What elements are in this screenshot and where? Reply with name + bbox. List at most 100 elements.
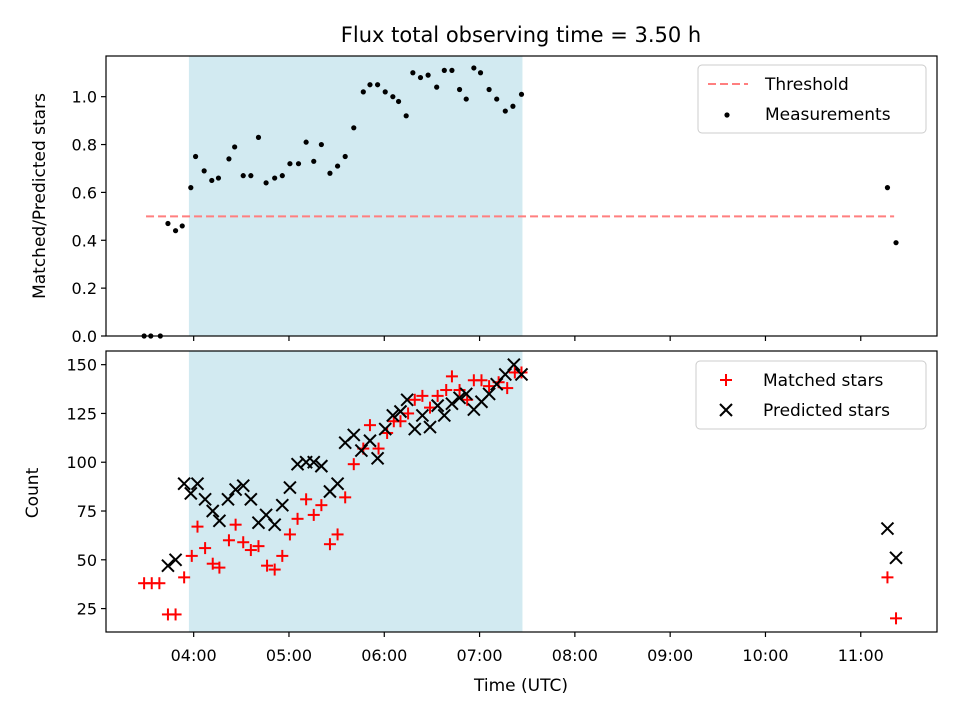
predicted-marker-d2 (408, 422, 422, 436)
predicted-marker-d2 (437, 408, 452, 423)
predicted-marker-d2 (177, 476, 191, 491)
matched-star-marker (244, 544, 257, 557)
measurement-point (449, 67, 455, 73)
measurement-point (318, 141, 324, 148)
top-y-tick-label: 0.6 (72, 183, 97, 202)
measurement-point (510, 103, 516, 109)
measurement-point (311, 158, 317, 164)
predicted-star-marker (168, 553, 183, 567)
matched-legend-marker (720, 374, 732, 386)
top-legend: Threshold Measurements (697, 64, 927, 134)
measurement-point (351, 125, 357, 131)
top-y-tick-label: 0.4 (72, 231, 97, 250)
predicted-star-marker (363, 434, 377, 448)
bottom-x-tick-label: 06:00 (361, 646, 407, 665)
predicted-marker-d2 (290, 457, 305, 471)
measurement-point (272, 175, 278, 181)
predicted-marker-d2 (393, 404, 408, 419)
matched-star-marker (372, 442, 385, 455)
measurement-point (410, 70, 416, 76)
measurement-point (441, 67, 447, 73)
top-y-tick-label: 1.0 (72, 88, 97, 107)
predicted-star-marker (206, 504, 220, 518)
observing-interval-shade (188, 56, 523, 336)
predicted-star-marker (378, 422, 392, 436)
matched-star-marker (890, 612, 903, 625)
bottom-y-ticks: 25 50 75 100 125 150 (66, 356, 106, 619)
predicted-star-marker (880, 521, 895, 536)
predicted-marker-d2 (514, 367, 529, 382)
measurement-point (494, 96, 500, 102)
matched-star-marker (222, 534, 235, 547)
matched-star-marker (416, 389, 429, 402)
bottom-x-tick-label: 08:00 (552, 646, 598, 665)
matched-star-marker (268, 563, 281, 576)
bottom-panel: 25 50 75 100 125 150 04:00 05:00 06:00 07:00 08:0… (23, 350, 938, 696)
predicted-marker-d2 (386, 408, 400, 423)
top-y-ticks: 0.0 0.2 0.4 0.6 0.8 1.0 (72, 88, 106, 346)
predicted-marker-d2 (314, 459, 329, 473)
measurement-point (209, 177, 215, 184)
predicted-marker-d2 (283, 480, 297, 495)
predicted-star-marker (228, 482, 243, 497)
bottom-legend-box (695, 360, 927, 430)
legend-matched-label: Matched stars (763, 371, 883, 391)
measurement-point (342, 153, 348, 160)
matched-star-marker (323, 538, 336, 551)
measurement-point (893, 240, 899, 246)
measurement-point (240, 173, 246, 179)
measurement-point (382, 89, 388, 95)
matched-star-marker (276, 549, 289, 562)
measurement-point (518, 91, 525, 97)
measurement-point (327, 170, 333, 176)
predicted-marker-d2 (212, 514, 227, 528)
measurement-point (477, 70, 484, 76)
predicted-star-marker (236, 478, 250, 493)
matched-star-marker (347, 458, 360, 471)
predicted-star-marker (275, 498, 290, 512)
predicted-star-marker (307, 455, 321, 469)
predicted-star-marker (459, 387, 473, 401)
measurement-point (884, 185, 891, 191)
bottom-x-tick-label: 10:00 (742, 646, 788, 665)
measurement-point (456, 86, 463, 93)
matched-star-markers (138, 366, 903, 625)
predicted-star-marker (347, 428, 361, 442)
predicted-marker-d2 (267, 517, 282, 532)
predicted-star-marker (437, 408, 452, 423)
measurement-point (287, 161, 293, 167)
predicted-marker-d2 (168, 553, 183, 567)
measurement-point (215, 175, 222, 181)
predicted-star-marker (445, 396, 459, 411)
measurement-point (403, 113, 409, 119)
top-y-tick-label: 0.8 (72, 136, 97, 155)
chart-title: Flux total observing time = 3.50 h (341, 23, 701, 47)
predicted-marker-d2 (206, 504, 220, 518)
matched-star-marker (153, 577, 166, 590)
measurement-point (425, 72, 431, 78)
predicted-star-marker (330, 476, 345, 491)
predicted-marker-d2 (482, 387, 496, 401)
matched-star-marker (237, 536, 250, 549)
predicted-star-marker (482, 387, 496, 401)
predicted-star-markers (161, 357, 903, 573)
predicted-star-marker (889, 551, 903, 565)
predicted-star-marker (184, 486, 198, 501)
matched-star-marker (515, 366, 528, 379)
bottom-x-ticks: 04:00 05:00 06:00 07:00 08:00 09:00 10:00 11:00 (171, 632, 884, 665)
measurement-point (334, 163, 341, 169)
matched-star-marker (339, 491, 352, 504)
predicted-marker-d2 (445, 396, 459, 411)
measurement-legend-marker (724, 112, 730, 118)
matched-star-marker (261, 559, 274, 572)
predicted-star-marker (190, 476, 205, 491)
predicted-marker-d2 (889, 551, 903, 565)
top-axes-frame (105, 55, 938, 337)
predicted-star-marker (393, 404, 408, 419)
predicted-star-marker (514, 367, 529, 382)
predicted-marker-d2 (378, 422, 392, 436)
bottom-legend: Matched stars Predicted stars (695, 360, 927, 430)
predicted-marker-d2 (190, 476, 205, 491)
predicted-marker-d2 (221, 492, 235, 507)
legend-measurements-label: Measurements (765, 105, 891, 125)
